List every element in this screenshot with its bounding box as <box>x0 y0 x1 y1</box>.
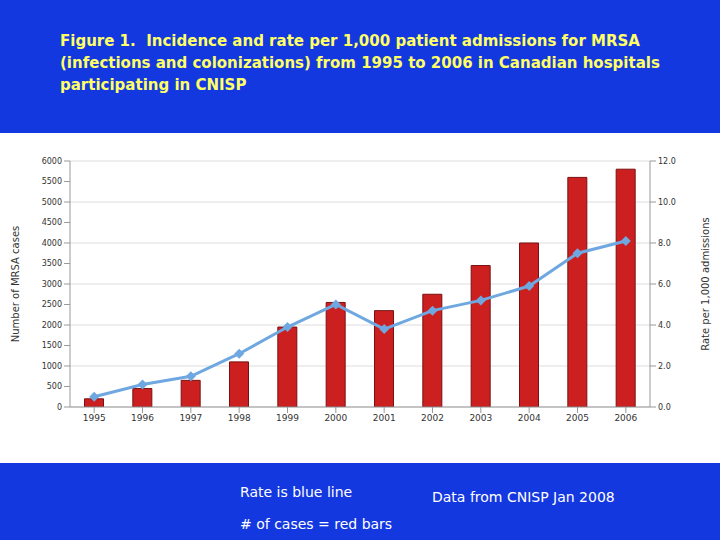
html-text:Data from CNISP Jan 2008: Data from CNISP Jan 2008 <box>432 489 615 505</box>
svg-text:2004: 2004 <box>518 413 541 423</box>
svg-text:4.0: 4.0 <box>658 321 671 330</box>
svg-text:5500: 5500 <box>42 177 62 186</box>
html-text:# of cases = red bars: # of cases = red bars <box>240 516 393 532</box>
html-text:Figure 1. Incidence and rate p: Figure 1. Incidence and rate per 1,000 p… <box>60 32 666 94</box>
svg-text:3000: 3000 <box>42 280 62 289</box>
svg-text:2003: 2003 <box>469 413 492 423</box>
svg-text:1996: 1996 <box>131 413 154 423</box>
svg-text:1997: 1997 <box>179 413 202 423</box>
svg-text:8.0: 8.0 <box>658 239 671 248</box>
svg-text:Rate per 1,000 admissions: Rate per 1,000 admissions <box>700 217 711 351</box>
svg-text:2000: 2000 <box>324 413 347 423</box>
svg-text:0.0: 0.0 <box>658 403 671 412</box>
svg-text:2.0: 2.0 <box>658 362 671 371</box>
svg-text:Number of MRSA cases: Number of MRSA cases <box>10 226 21 343</box>
svg-text:2006: 2006 <box>614 413 637 423</box>
svg-text:3500: 3500 <box>42 259 62 268</box>
svg-text:2002: 2002 <box>421 413 444 423</box>
svg-text:2001: 2001 <box>373 413 396 423</box>
svg-text:1995: 1995 <box>83 413 106 423</box>
svg-text:10.0: 10.0 <box>658 198 676 207</box>
svg-text:500: 500 <box>47 382 62 391</box>
svg-text:4000: 4000 <box>42 239 62 248</box>
svg-text:12.0: 12.0 <box>658 157 676 166</box>
svg-text:2500: 2500 <box>42 300 62 309</box>
html-text:Rate is blue line: Rate is blue line <box>240 484 353 500</box>
svg-text:2005: 2005 <box>566 413 589 423</box>
svg-text:4500: 4500 <box>42 218 62 227</box>
svg-text:0: 0 <box>57 403 62 412</box>
svg-text:1998: 1998 <box>228 413 251 423</box>
svg-text:5000: 5000 <box>42 198 62 207</box>
svg-text:6.0: 6.0 <box>658 280 671 289</box>
svg-text:2000: 2000 <box>42 321 62 330</box>
svg-text:6000: 6000 <box>42 157 62 166</box>
svg-text:1999: 1999 <box>276 413 299 423</box>
svg-text:1500: 1500 <box>42 341 62 350</box>
svg-text:1000: 1000 <box>42 362 62 371</box>
